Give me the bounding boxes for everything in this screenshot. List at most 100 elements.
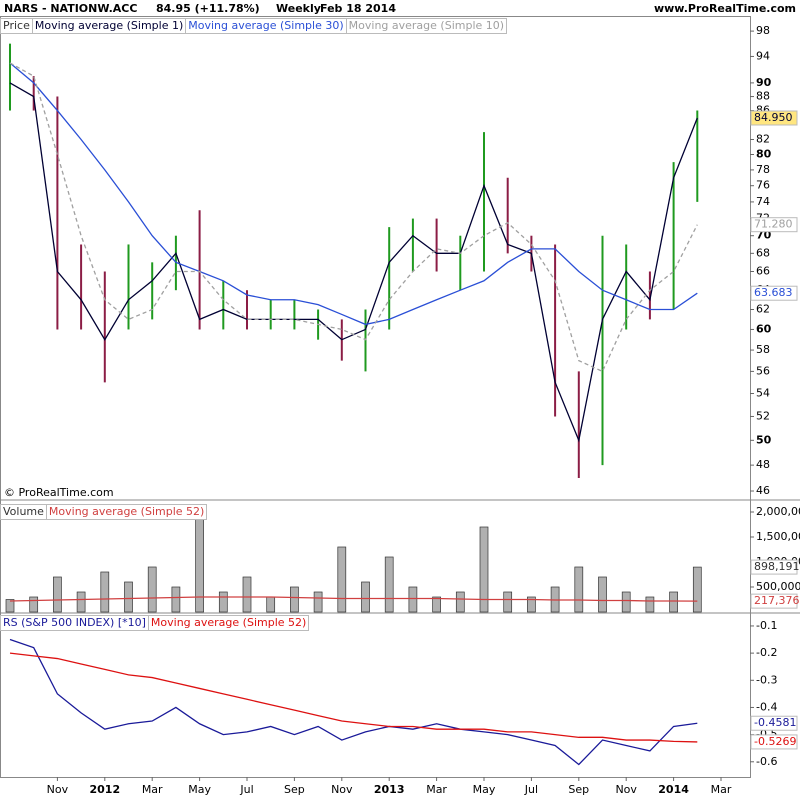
value-tag — [750, 734, 798, 750]
volume-bar — [598, 576, 607, 613]
volume-bar — [147, 566, 157, 613]
series-line — [9, 82, 698, 443]
x-tick-label: 2012 — [89, 783, 120, 796]
x-tick-label: Mar — [711, 783, 732, 796]
x-tick-label: Nov — [615, 783, 637, 796]
y-tick-label: 68 — [756, 246, 770, 259]
volume-bar — [337, 546, 347, 613]
volume-bar — [100, 571, 110, 613]
volume-bar — [218, 591, 228, 613]
y-tick-label: 46 — [756, 484, 770, 497]
volume-bar — [290, 586, 299, 613]
y-tick-label: 90 — [756, 76, 772, 89]
x-tick-label: 2014 — [658, 783, 689, 796]
period: Weekly — [276, 2, 321, 15]
legend-entry: Price — [0, 18, 33, 34]
legend-entry: Moving average (Simple 10) — [345, 18, 508, 34]
value-tag — [750, 217, 798, 233]
value-tag-label: 217,376 — [754, 594, 800, 607]
x-tick-label: 2013 — [374, 783, 405, 796]
volume-bar — [574, 566, 584, 613]
volume-bar — [455, 591, 465, 613]
volume-bar — [692, 566, 702, 613]
series-line — [9, 596, 698, 602]
volume-bar — [527, 596, 536, 613]
y-tick-label: 82 — [756, 132, 770, 145]
volume-bar — [53, 576, 62, 613]
value-tag — [750, 285, 798, 301]
volume-bar — [361, 581, 370, 613]
volume-bar — [171, 586, 181, 613]
volume-bar — [479, 526, 489, 613]
x-tick-label: Jul — [524, 783, 538, 796]
x-tick-label: Mar — [142, 783, 163, 796]
y-tick-label: 60 — [756, 322, 772, 335]
legend-entry: Moving average (Simple 52) — [147, 615, 310, 631]
y-tick-label: 62 — [756, 303, 770, 316]
value-tag — [750, 110, 798, 126]
legend-entry: Moving average (Simple 30) — [185, 18, 347, 34]
y-tick-label: 54 — [756, 387, 770, 400]
frame — [0, 16, 751, 778]
legend: Volume Moving average (Simple 52) — [0, 504, 208, 520]
y-tick-label: -0.4 — [756, 700, 777, 713]
series-line — [9, 652, 698, 743]
value-tag-label: 63.683 — [754, 286, 793, 299]
y-tick-label: 52 — [756, 409, 770, 422]
y-tick-label: 98 — [756, 24, 770, 37]
y-tick-label: -0.6 — [756, 755, 777, 768]
volume-bar — [408, 586, 418, 613]
volume-bar — [124, 581, 133, 613]
value-tag-label: 898,191 — [754, 560, 800, 573]
y-tick-label: 88 — [756, 90, 770, 103]
y-tick-label: 78 — [756, 163, 770, 176]
volume-bar — [621, 591, 631, 613]
legend-entry: Volume — [0, 504, 47, 520]
legend-entry: Moving average (Simple 1) — [31, 18, 187, 34]
header: NARS - NATIONW.ACC 84.95 (+11.78%) Weekl… — [0, 0, 800, 16]
copyright: © ProRealTime.com — [4, 486, 114, 499]
series-line — [9, 62, 698, 373]
legend: Price Moving average (Simple 1) Moving ave… — [0, 18, 508, 34]
volume-bar — [242, 576, 252, 613]
legend-entry: RS (S&P 500 INDEX) [*10] — [0, 615, 149, 631]
volume-bar — [195, 506, 204, 613]
x-tick-label: May — [188, 783, 211, 796]
subtitle: 84.95 (+11.78%) — [156, 2, 260, 15]
volume-bar — [5, 599, 15, 613]
y-tick-label: 48 — [756, 458, 770, 471]
y-tick-label: 56 — [756, 364, 770, 377]
y-tick-label: 76 — [756, 179, 770, 192]
volume-bar — [669, 591, 678, 613]
y-tick-label: 50 — [756, 433, 772, 446]
legend: RS (S&P 500 INDEX) [*10] Moving average (… — [0, 615, 310, 631]
y-tick-label: 66 — [756, 264, 770, 277]
y-tick-label: 1,500,000 — [756, 530, 800, 543]
value-tag-label: 71.280 — [754, 218, 793, 231]
title: NARS - NATIONW.ACC — [4, 2, 138, 15]
volume-bar — [645, 596, 655, 613]
date: Feb 18 2014 — [320, 2, 396, 15]
y-tick-label: -0.3 — [756, 673, 777, 686]
x-tick-label: Nov — [331, 783, 353, 796]
x-tick-label: Sep — [568, 783, 589, 796]
x-tick-label: Sep — [284, 783, 305, 796]
y-tick-label: -0.2 — [756, 646, 777, 659]
source: www.ProRealTime.com — [653, 2, 796, 15]
x-tick-label: Jul — [239, 783, 253, 796]
series-line — [9, 638, 698, 766]
value-tag-label: 84.950 — [754, 111, 793, 124]
value-tag-label: -0.4581 — [754, 716, 796, 729]
volume-bar — [76, 591, 86, 613]
y-tick-label: -0.1 — [756, 619, 777, 632]
value-tag — [750, 715, 798, 731]
x-tick-label: Nov — [47, 783, 69, 796]
legend-entry: Moving average (Simple 52) — [45, 504, 208, 520]
volume-bar — [266, 596, 276, 613]
volume-bar — [432, 596, 441, 613]
y-tick-label: 58 — [756, 343, 770, 356]
y-tick-label: 500,000 — [756, 580, 800, 593]
value-tag — [750, 593, 798, 609]
y-tick-label: 2,000,000 — [756, 505, 800, 518]
